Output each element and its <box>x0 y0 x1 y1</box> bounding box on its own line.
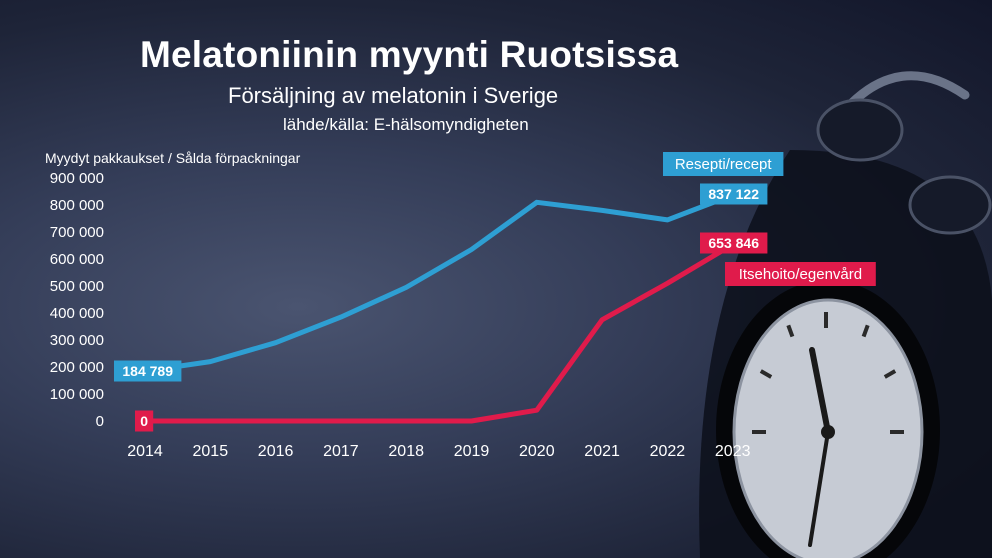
x-tick-label: 2014 <box>127 443 163 460</box>
chart-title: Melatoniinin myynti Ruotsissa <box>140 34 679 75</box>
x-tick-label: 2016 <box>258 443 294 460</box>
series-line-1 <box>142 242 736 424</box>
legend-recept: Resepti/recept <box>675 156 773 173</box>
y-tick-label: 100 000 <box>50 386 104 403</box>
data-label-recept-start: 184 789 <box>122 363 173 379</box>
y-axis-label: Myydyt pakkaukset / Sålda förpackningar <box>45 150 301 166</box>
x-tick-label: 2023 <box>715 443 751 460</box>
x-tick-label: 2017 <box>323 443 359 460</box>
data-label-egenvard-start-box <box>135 410 154 432</box>
data-label-recept-start-box <box>114 360 182 382</box>
y-tick-label: 600 000 <box>50 251 104 268</box>
y-tick-label: 300 000 <box>50 332 104 349</box>
y-tick-label: 500 000 <box>50 278 104 295</box>
data-label-recept-end: 837 122 <box>708 186 759 202</box>
data-label-egenvard-start: 0 <box>140 413 148 429</box>
legend-egenvard-box <box>725 262 876 286</box>
data-label-egenvard-end: 653 846 <box>708 235 759 251</box>
series-line-0 <box>142 192 736 374</box>
legend-recept-box <box>663 152 784 176</box>
y-tick-label: 800 000 <box>50 197 104 214</box>
y-tick-label: 700 000 <box>50 224 104 241</box>
chart-subtitle: Försäljning av melatonin i Sverige <box>228 83 559 108</box>
x-tick-label: 2015 <box>193 443 229 460</box>
y-tick-label: 0 <box>96 413 104 430</box>
x-tick-label: 2019 <box>454 443 490 460</box>
y-tick-label: 900 000 <box>50 170 104 187</box>
x-tick-label: 2022 <box>650 443 686 460</box>
legend-egenvard: Itsehoito/egenvård <box>739 266 862 283</box>
y-tick-label: 400 000 <box>50 305 104 322</box>
data-label-egenvard-end-box <box>700 232 768 254</box>
x-tick-label: 2020 <box>519 443 555 460</box>
y-tick-label: 200 000 <box>50 359 104 376</box>
data-label-recept-end-box <box>700 183 768 205</box>
x-tick-label: 2018 <box>388 443 424 460</box>
chart-source: lähde/källa: E-hälsomyndigheten <box>283 115 529 134</box>
x-tick-label: 2021 <box>584 443 620 460</box>
